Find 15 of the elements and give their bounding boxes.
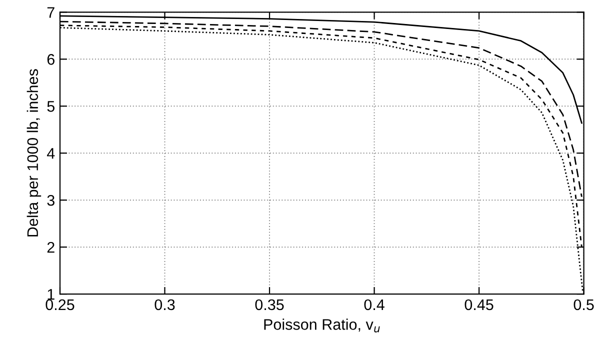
y-tick-label: 1 bbox=[48, 289, 54, 300]
y-tick-label: 4 bbox=[46, 148, 55, 159]
y-tick-label: 7 bbox=[47, 7, 54, 18]
y-tick-label: 6 bbox=[47, 54, 54, 65]
y-axis-title: Delta per 1000 lb, inches bbox=[26, 69, 42, 236]
x-axis-title: Poisson Ratio, v$_{u}$ bbox=[264, 318, 380, 332]
y-tick-label: 5 bbox=[47, 101, 54, 112]
y-tick-label: 2 bbox=[47, 242, 54, 253]
x-tick-label: 0.5 bbox=[574, 299, 594, 310]
y-tick-label: 3 bbox=[47, 194, 54, 206]
x-tick-label: 0.35 bbox=[255, 299, 284, 310]
x-tick-label: 0.3 bbox=[154, 299, 175, 310]
x-tick-label: 0.25 bbox=[46, 299, 74, 310]
x-tick-label: 0.45 bbox=[464, 299, 494, 310]
x-tick-label: 0.4 bbox=[364, 299, 384, 310]
